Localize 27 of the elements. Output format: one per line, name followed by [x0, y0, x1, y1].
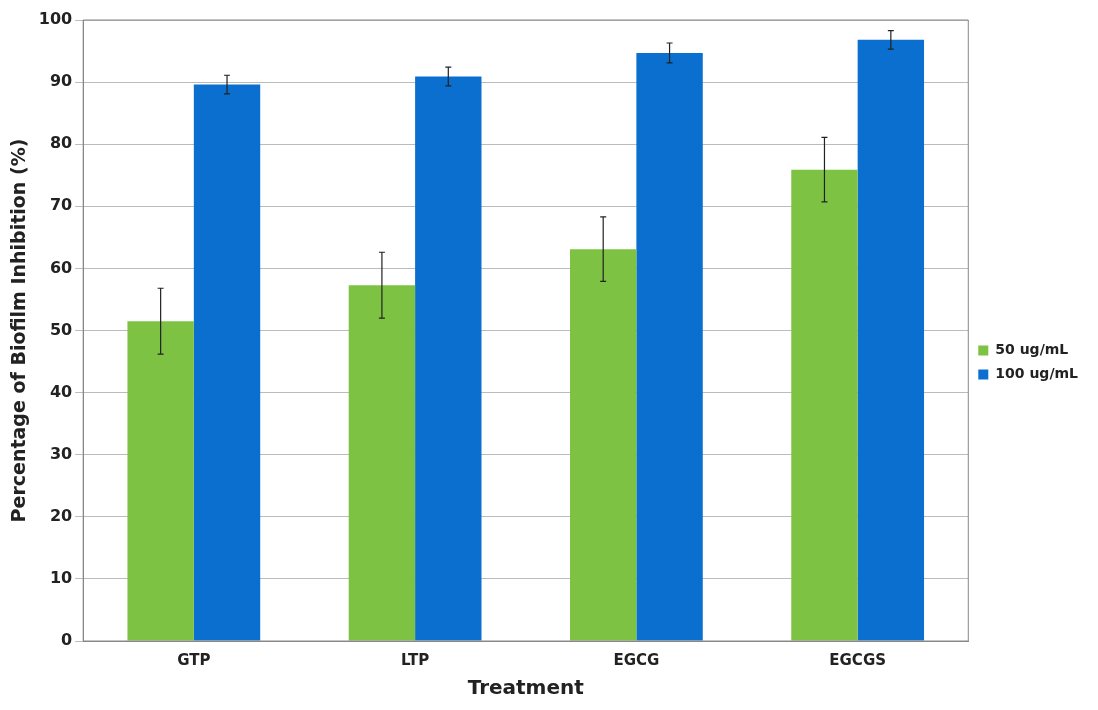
y-tick-label: 100 — [38, 9, 73, 29]
bar — [193, 84, 261, 641]
x-axis-title: Treatment — [467, 675, 585, 700]
bar — [570, 249, 637, 641]
y-tick-label: 80 — [49, 133, 73, 153]
y-tick-label: 50 — [49, 319, 73, 339]
y-tick-label: 70 — [49, 195, 73, 215]
x-tick-label: LTP — [400, 650, 430, 669]
x-tick-label: EGCGS — [829, 650, 886, 669]
y-tick-label: 10 — [49, 568, 73, 588]
y-tick-label: 90 — [49, 71, 73, 91]
bar — [415, 76, 482, 641]
bar — [127, 321, 194, 641]
y-tick-label: 20 — [49, 505, 73, 525]
y-tick-label: 0 — [61, 630, 73, 650]
bar — [857, 39, 925, 641]
bar — [636, 52, 703, 641]
y-tick-label: 30 — [49, 443, 73, 463]
y-tick-label: 40 — [49, 381, 73, 401]
bar — [791, 169, 858, 641]
y-tick-label: 60 — [49, 257, 73, 277]
bar — [348, 285, 416, 641]
y-axis-title: Percentage of Biofilm Inhibition (%) — [7, 138, 30, 523]
x-tick-label: EGCG — [613, 650, 660, 669]
legend-label: 100 ug/mL — [995, 365, 1079, 382]
x-tick-label: GTP — [177, 650, 211, 669]
legend-label: 50 ug/mL — [995, 341, 1069, 358]
